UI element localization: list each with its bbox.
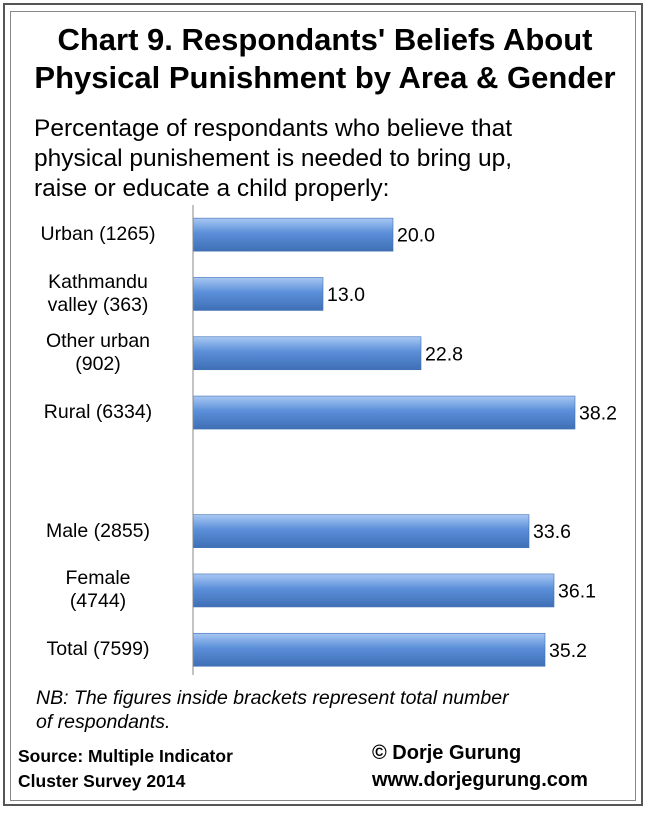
category-label: Other urban [45, 330, 151, 353]
data-label: 22.8 [425, 343, 463, 365]
bar [192, 336, 422, 371]
note-line-2: of respondants. [36, 711, 171, 733]
subtitle-line-2: physical punishement is needed to bring … [34, 145, 513, 172]
category-label: valley (363) [47, 293, 149, 316]
data-label: 33.6 [533, 521, 571, 543]
category-label: Kathmandu [48, 270, 148, 293]
category-label: Urban (1265) [40, 223, 156, 246]
note-line-1: NB: The figures inside brackets represen… [36, 687, 509, 709]
category-label: Male (2855) [45, 519, 151, 542]
copyright-credit: © Dorje Gurung [372, 742, 522, 764]
category-label: Rural (6334) [43, 401, 153, 424]
category-label: (4744) [69, 590, 127, 613]
chart-title-line-1: Chart 9. Respondants' Beliefs About [57, 22, 593, 57]
chart-title-line-2: Physical Punishment by Area & Gender [34, 60, 616, 95]
data-label: 36.1 [558, 580, 596, 602]
outer-frame [3, 3, 643, 806]
data-label: 13.0 [327, 284, 365, 306]
data-label: 35.2 [549, 640, 587, 662]
bar [192, 573, 555, 608]
bar [192, 632, 546, 667]
category-label: Female [65, 567, 131, 590]
bar [192, 217, 394, 252]
source-line-2: Cluster Survey 2014 [18, 771, 186, 791]
bar [192, 277, 324, 311]
inner-frame [10, 11, 636, 801]
data-label: 38.2 [579, 403, 617, 425]
subtitle-line-1: Percentage of respondants who believe th… [34, 115, 513, 142]
bar [192, 514, 530, 548]
source-line-1: Source: Multiple Indicator [18, 746, 233, 766]
bar [192, 395, 576, 430]
data-label: 20.0 [397, 225, 435, 247]
category-label: (902) [75, 353, 121, 376]
subtitle-line-3: raise or educate a child properly: [34, 175, 390, 202]
category-label: Total (7599) [46, 638, 150, 661]
website-credit: www.dorjegurung.com [372, 769, 588, 791]
